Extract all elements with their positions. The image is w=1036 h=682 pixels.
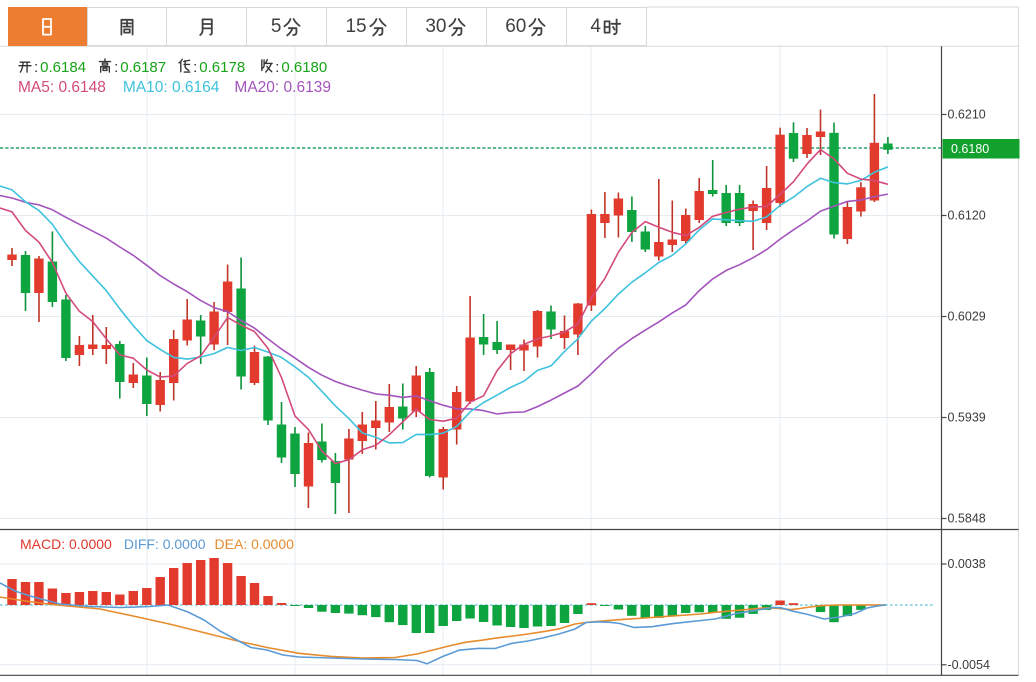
svg-text:0.5848: 0.5848 [948, 512, 986, 526]
svg-text:0.5939: 0.5939 [948, 411, 986, 425]
svg-text:0.6210: 0.6210 [948, 108, 986, 122]
svg-text:-0.0054: -0.0054 [948, 658, 990, 672]
svg-text:0.6029: 0.6029 [948, 310, 986, 324]
svg-text:0.6120: 0.6120 [948, 209, 986, 223]
svg-text:0.6180: 0.6180 [951, 142, 989, 156]
svg-text:0.0038: 0.0038 [948, 557, 986, 571]
